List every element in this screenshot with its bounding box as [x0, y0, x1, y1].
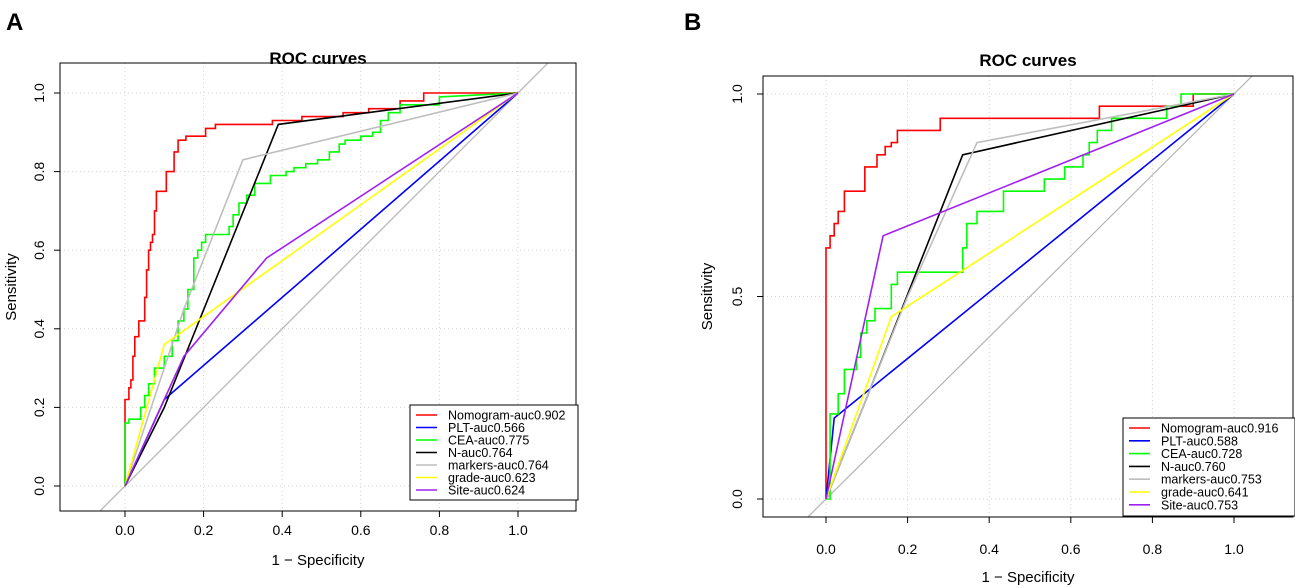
- legend: Nomogram-auc0.902PLT-auc0.566CEA-auc0.77…: [409, 404, 579, 501]
- x-tick-label: 1.0: [1224, 541, 1244, 557]
- x-tick-label: 0.8: [1143, 541, 1163, 557]
- y-tick-label: 1.0: [729, 84, 745, 104]
- y-tick-label: 0.0: [31, 476, 47, 496]
- legend-label: grade-auc0.623: [448, 471, 536, 485]
- x-axis: 0.0 0.2 0.4 0.6 0.8 1.0 1 − Specificity: [816, 517, 1244, 586]
- x-tick-label: 0.2: [194, 522, 214, 538]
- y-axis-label: Sensitivity: [699, 262, 716, 330]
- legend-item: CEA-auc0.728: [1129, 447, 1242, 461]
- legend-item: PLT-auc0.566: [416, 421, 525, 435]
- y-tick-label: 0.6: [31, 240, 47, 260]
- curves: [825, 93, 1235, 500]
- panel-label: B: [684, 9, 701, 36]
- roc-curve-cea: [826, 93, 1234, 500]
- legend-item: PLT-auc0.588: [1129, 434, 1238, 448]
- legend-item: Site-auc0.753: [1129, 498, 1238, 512]
- x-tick-label: 0.0: [816, 541, 836, 557]
- plot-frame: [59, 62, 577, 512]
- x-tick-label: 1.0: [508, 522, 528, 538]
- legend-item: markers-auc0.753: [1129, 473, 1262, 487]
- legend-label: Nomogram-auc0.902: [448, 409, 565, 423]
- x-tick-label: 0.4: [979, 541, 999, 557]
- legend-label: PLT-auc0.588: [1161, 434, 1238, 448]
- y-tick-label: 0.0: [729, 489, 745, 509]
- x-tick-label: 0.6: [1061, 541, 1081, 557]
- roc-panel-b: B ROC curves 0.0 0.2 0.4 0.6 0.8 1.0 1 − Specifi…: [684, 9, 1295, 586]
- legend-item: Nomogram-auc0.902: [416, 409, 565, 423]
- roc-curve-site: [124, 92, 519, 487]
- legend-label: CEA-auc0.775: [448, 434, 529, 448]
- legend-item: CEA-auc0.775: [416, 434, 529, 448]
- roc-panel-a: A ROC curves 0.0 0.2 0.4 0.6 0.8 1.0 1 − Specifi…: [3, 9, 579, 569]
- roc-curve-grade: [825, 93, 1235, 500]
- legend-label: Site-auc0.624: [448, 484, 525, 498]
- legend: Nomogram-auc0.916PLT-auc0.588CEA-auc0.72…: [1122, 417, 1295, 517]
- legend-label: PLT-auc0.566: [448, 421, 525, 435]
- chart-title: ROC curves: [269, 49, 366, 68]
- roc-curve-nomogram: [825, 93, 1234, 499]
- curves: [124, 92, 519, 487]
- grid: [60, 63, 576, 511]
- roc-curve-grade: [124, 92, 519, 487]
- legend-item: N-auc0.760: [1129, 460, 1226, 474]
- legend-item: grade-auc0.641: [1129, 486, 1249, 500]
- y-axis-label: Sensitivity: [3, 253, 20, 321]
- y-tick-label: 0.4: [31, 319, 47, 339]
- chart-title: ROC curves: [979, 51, 1076, 70]
- x-tick-label: 0.0: [115, 522, 135, 538]
- y-tick-label: 0.8: [31, 162, 47, 182]
- panel-label: A: [6, 9, 23, 36]
- legend-label: N-auc0.760: [1161, 460, 1226, 474]
- legend-label: markers-auc0.764: [448, 459, 549, 473]
- y-tick-label: 0.2: [31, 397, 47, 417]
- x-tick-label: 0.4: [272, 522, 292, 538]
- legend-item: markers-auc0.764: [416, 459, 549, 473]
- y-axis: 0.0 0.2 0.4 0.6 0.8 1.0 Sensitivity: [3, 83, 60, 496]
- legend-label: markers-auc0.753: [1161, 473, 1262, 487]
- y-tick-label: 0.5: [729, 287, 745, 307]
- x-tick-label: 0.2: [898, 541, 918, 557]
- roc-curve-n: [124, 92, 519, 487]
- roc-curve-nomogram: [124, 92, 518, 486]
- legend-item: N-auc0.764: [416, 446, 513, 460]
- legend-label: N-auc0.764: [448, 446, 513, 460]
- legend-item: Site-auc0.624: [416, 484, 525, 498]
- roc-curve-site: [825, 93, 1235, 500]
- legend-box: [1122, 417, 1295, 517]
- diagonal-reference-line: [807, 76, 1253, 517]
- roc-curve-plt: [825, 93, 1235, 500]
- roc-curve-markers: [124, 92, 519, 487]
- legend-item: Nomogram-auc0.916: [1129, 422, 1278, 436]
- x-axis-label: 1 − Specificity: [982, 569, 1075, 586]
- x-axis: 0.0 0.2 0.4 0.6 0.8 1.0 1 − Specificity: [115, 511, 528, 569]
- x-tick-label: 0.6: [351, 522, 371, 538]
- reference: [99, 63, 549, 511]
- x-tick-label: 0.8: [430, 522, 450, 538]
- legend-box: [409, 404, 579, 501]
- legend-item: grade-auc0.623: [416, 471, 536, 485]
- y-axis: 0.0 0.5 1.0 Sensitivity: [699, 84, 763, 509]
- legend-label: Site-auc0.753: [1161, 498, 1238, 512]
- y-tick-label: 1.0: [31, 83, 47, 103]
- legend-label: Nomogram-auc0.916: [1161, 422, 1278, 436]
- reference: [807, 76, 1253, 517]
- legend-label: grade-auc0.641: [1161, 486, 1249, 500]
- diagonal-reference-line: [99, 63, 549, 511]
- legend-label: CEA-auc0.728: [1161, 447, 1242, 461]
- x-axis-label: 1 − Specificity: [272, 552, 365, 569]
- roc-curve-markers: [825, 93, 1235, 500]
